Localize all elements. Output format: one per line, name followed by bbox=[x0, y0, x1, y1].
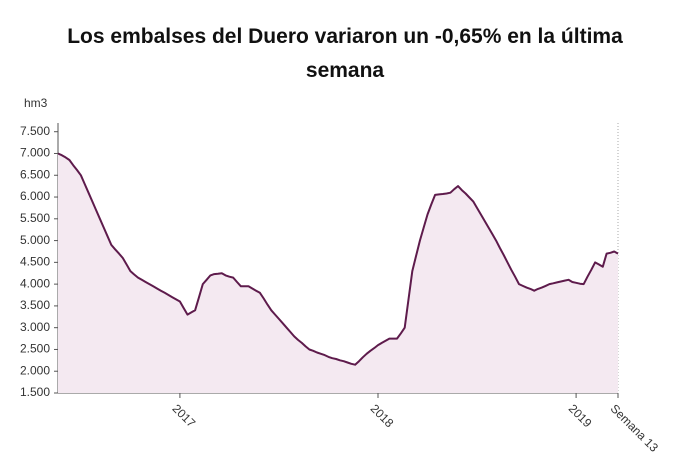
area bbox=[58, 153, 618, 393]
y-tick-label: 3.500 bbox=[20, 298, 50, 312]
y-tick-label: 7.000 bbox=[20, 146, 50, 160]
y-tick-label: 4.000 bbox=[20, 276, 50, 290]
line bbox=[57, 152, 619, 366]
y-tick-label: 3.000 bbox=[20, 320, 50, 334]
y-tick-label: 4.500 bbox=[20, 255, 50, 269]
x-tick-label: 2018 bbox=[368, 401, 397, 430]
y-tick-label: 5.000 bbox=[20, 233, 50, 247]
y-tick-label: 2.000 bbox=[20, 363, 50, 377]
y-tick-label: 6.500 bbox=[20, 167, 50, 181]
y-axis-label: hm3 bbox=[24, 96, 48, 110]
y-tick-label: 1.500 bbox=[20, 385, 50, 399]
x-tick-label: Semana 13 bbox=[608, 401, 662, 455]
y-tick-label: 2.500 bbox=[20, 342, 50, 356]
x-tick-label: 2017 bbox=[170, 401, 199, 430]
x-tick-label: 2019 bbox=[566, 401, 595, 430]
chart-title: Los embalses del Duero variaron un -0,65… bbox=[67, 25, 623, 82]
y-tick-label: 7.500 bbox=[20, 124, 50, 138]
y-tick-label: 5.500 bbox=[20, 211, 50, 225]
y-tick-label: 6.000 bbox=[20, 189, 50, 203]
